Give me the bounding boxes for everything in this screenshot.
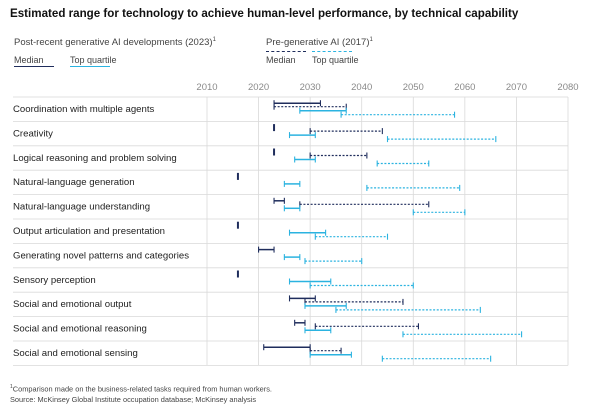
- post-median-range: [263, 344, 311, 351]
- legend-pre-median-swatch: [266, 51, 306, 52]
- post-top-quartile-range: [283, 205, 301, 212]
- category-label: Natural-language understanding: [13, 202, 150, 213]
- footnote-source: Source: McKinsey Global Institute occupa…: [10, 395, 257, 404]
- footnote-1: 1Comparison made on the business-related…: [10, 384, 272, 394]
- legend-pre: Pre-generative AI (2017)1 Median Top qua…: [266, 37, 446, 65]
- pre-top-quartile-range: [402, 331, 523, 338]
- pre-median-range: [309, 152, 368, 159]
- x-tick-label: 2030: [300, 82, 321, 93]
- legend-post-median-label: Median: [14, 55, 44, 65]
- category-label: Output articulation and presentation: [13, 226, 165, 237]
- category-label: Logical reasoning and problem solving: [13, 153, 177, 164]
- pre-median-range: [299, 201, 430, 208]
- pre-top-quartile-range: [314, 233, 389, 240]
- pre-median-range: [314, 323, 419, 330]
- x-tick-label: 2050: [403, 82, 424, 93]
- post-top-quartile-range: [309, 351, 352, 358]
- pre-top-quartile-range: [412, 209, 466, 216]
- post-median-range: [294, 319, 306, 326]
- category-label: Generating novel patterns and categories: [13, 250, 189, 261]
- legend-post-median-swatch: [14, 66, 54, 67]
- post-top-quartile-range: [304, 302, 347, 309]
- pre-top-quartile-range: [335, 306, 481, 313]
- post-top-quartile-range: [288, 278, 332, 285]
- pre-top-quartile-range: [340, 111, 456, 118]
- category-label: Social and emotional output: [13, 299, 132, 310]
- legend-pre-median-label: Median: [266, 55, 296, 65]
- category-label: Coordination with multiple agents: [13, 104, 155, 115]
- post-top-quartile-range: [294, 156, 316, 163]
- x-tick-label: 2020: [248, 82, 269, 93]
- post-top-quartile-range: [288, 132, 316, 139]
- pre-top-quartile-range: [309, 282, 414, 289]
- post-median-range: [273, 100, 322, 107]
- post-top-quartile-range: [299, 107, 347, 114]
- legend-post-heading: Post-recent generative AI developments (…: [14, 37, 216, 49]
- x-tick-label: 2040: [351, 82, 372, 93]
- pre-top-quartile-range: [381, 355, 492, 362]
- pre-top-quartile-range: [304, 258, 363, 265]
- legend-pre-top-label: Top quartile: [312, 55, 359, 65]
- pre-top-quartile-range: [386, 136, 497, 143]
- legend-post-top-label: Top quartile: [70, 55, 117, 65]
- x-tick-label: 2080: [557, 82, 578, 93]
- post-median-range: [258, 246, 275, 253]
- legend-pre-top-swatch: [312, 51, 352, 52]
- category-label: Social and emotional sensing: [13, 348, 138, 359]
- x-tick-label: 2070: [506, 82, 527, 93]
- pre-median-range: [309, 347, 342, 354]
- pre-top-quartile-range: [366, 184, 461, 191]
- x-tick-label: 2010: [196, 82, 217, 93]
- pre-top-quartile-range: [376, 160, 430, 167]
- category-label: Sensory perception: [13, 275, 96, 286]
- post-top-quartile-range: [283, 254, 301, 261]
- category-label: Natural-language generation: [13, 177, 135, 188]
- x-tick-label: 2060: [454, 82, 475, 93]
- category-label: Social and emotional reasoning: [13, 324, 147, 335]
- legend-post: Post-recent generative AI developments (…: [14, 37, 264, 67]
- post-median-range: [288, 295, 316, 302]
- category-label: Creativity: [13, 128, 53, 139]
- post-top-quartile-range: [288, 229, 327, 236]
- legend-pre-heading: Pre-generative AI (2017)1: [266, 37, 373, 49]
- chart-title: Estimated range for technology to achiev…: [10, 7, 519, 20]
- post-top-quartile-range: [304, 327, 332, 334]
- post-top-quartile-range: [283, 180, 301, 187]
- pre-median-range: [304, 298, 404, 305]
- legend-post-top-swatch: [70, 66, 110, 67]
- pre-median-range: [309, 128, 383, 135]
- post-median-range: [273, 197, 285, 204]
